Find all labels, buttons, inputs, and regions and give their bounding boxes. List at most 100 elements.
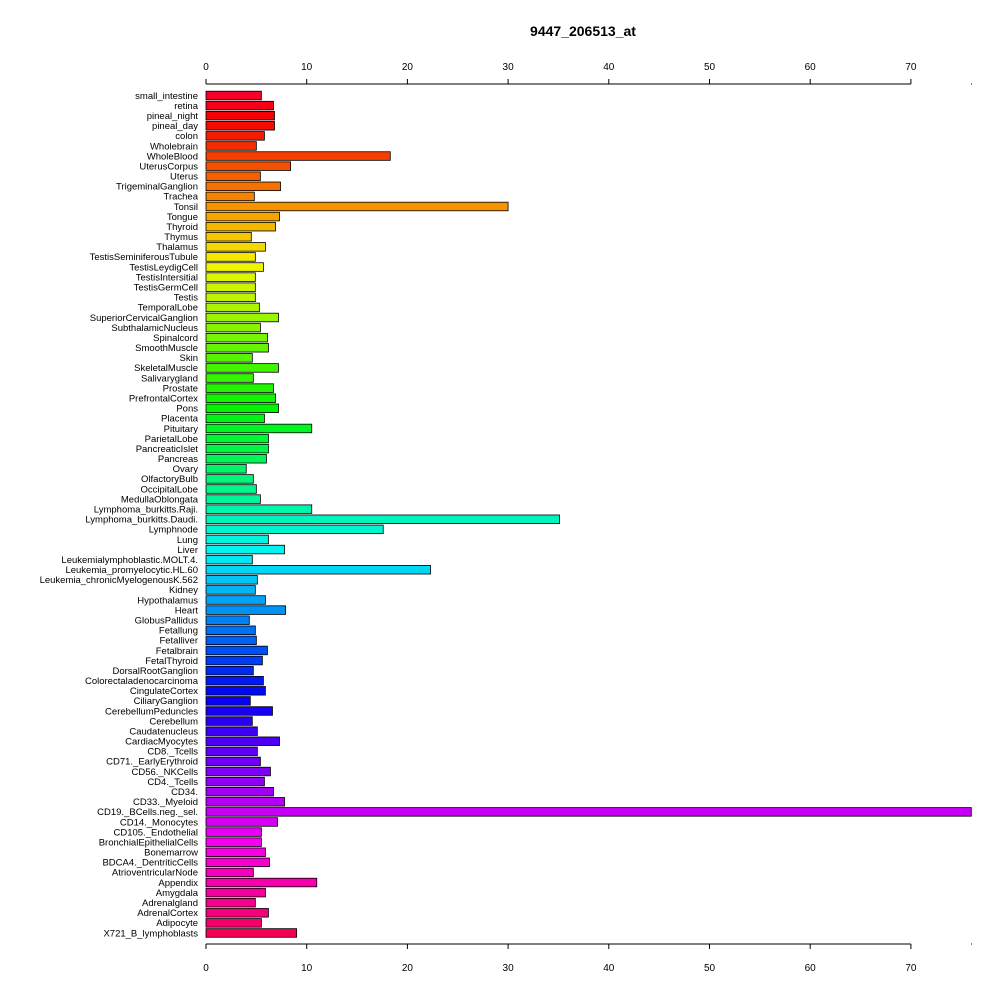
category-label: TestisSeminiferousTubule [90,252,198,263]
category-label: Heart [175,605,199,616]
category-label: DorsalRootGanglion [112,666,198,677]
bottom-x-axis: 0 10 20 30 40 50 60 70 [203,943,972,974]
bar-Heart [205,605,286,615]
bar-Hypothalamus [205,595,266,605]
category-label: Prostate [163,383,198,394]
category-label: CD14._Monocytes [120,817,198,828]
bar-Fetalliver [205,635,257,646]
top-tick-label: 20 [402,62,414,73]
bar-CiliaryGanglion [205,696,251,706]
bar-Prostate [205,383,274,393]
bar-Lung [205,534,269,545]
bar-Tongue [205,211,280,222]
category-label: BDCA4._DentriticCells [102,858,198,869]
category-label: AtrioventricularNode [112,868,198,879]
bar-Thalamus [205,242,266,252]
bar-Pituitary [205,423,313,434]
category-label: Adipocyte [156,918,198,929]
bar-CD19._BCells.neg._sel. [205,807,972,817]
bar-WholeBlood [205,151,391,161]
category-label: Kidney [169,585,198,596]
category-label: Leukemia_promyelocytic.HL.60 [65,565,198,576]
bar-CerebellumPeduncles [205,706,273,716]
category-label: Skin [180,353,198,364]
category-label: SmoothMuscle [135,343,198,354]
bar-AtrioventricularNode [205,867,254,878]
top-tick-label: 70 [905,62,917,73]
category-label: CD19._BCells.neg._sel. [97,807,198,818]
category-label: OlfactoryBulb [141,474,198,485]
bar-Fetallung [205,625,256,635]
bar-FetalThyroid [205,655,263,666]
bar-UterusCorpus [205,161,291,171]
category-label: Appendix [158,878,198,889]
category-label: CD33._Myeloid [133,797,198,808]
bar-Thymus [205,232,252,242]
bar-Liver [205,544,285,555]
bar-Colorectaladenocarcinoma [205,676,264,686]
bar-TestisIntersitial [205,272,256,282]
category-label: CingulateCortex [130,686,198,697]
bar-Appendix [205,877,318,888]
category-label: TemporalLobe [138,303,198,314]
category-label: Thyroid [166,222,198,233]
bar-TestisSeminiferousTubule [205,252,256,262]
bar-BronchialEpithelialCells [205,837,262,847]
bar-CD71._EarlyErythroid [205,756,261,767]
bar-BDCA4._DentriticCells [205,857,270,868]
category-label: Pituitary [164,424,199,435]
category-label: OccipitalLobe [140,484,198,495]
category-label: GlobusPallidus [135,615,199,626]
bar-CD14._Monocytes [205,817,278,827]
category-label: Thalamus [156,242,198,253]
category-label: Lung [177,535,198,546]
category-label: Leukemia_chronicMyelogenousK.562 [40,575,198,586]
bar-Salivarygland [205,373,254,383]
bar-TrigeminalGanglion [205,181,281,192]
bar-Leukemia_promyelocytic.HL.60 [205,565,431,575]
category-label: pineal_day [152,121,198,132]
bottom-tick-label: 50 [704,963,716,974]
bar-Skin [205,353,253,363]
bar-Tonsil [205,201,509,212]
bar-Trachea [205,191,255,202]
bar-TemporalLobe [205,302,260,313]
bar-Spinalcord [205,332,268,343]
bar-CD56._NKCells [205,766,271,777]
category-label: colon [175,131,198,142]
category-label: ParietalLobe [145,434,198,445]
bar-Ovary [205,464,247,474]
category-label: TestisLeydigCell [129,262,198,273]
bar-Lymphoma_burkitts.Raji. [205,504,313,514]
category-label: Hypothalamus [137,595,198,606]
category-label: Tonsil [174,202,198,213]
category-label: CD8._Tcells [147,747,198,758]
bar-Adrenalgland [205,898,256,908]
category-label: CerebellumPeduncles [105,706,198,717]
top-tick-label: 50 [704,62,716,73]
category-label: SuperiorCervicalGanglion [90,313,198,324]
bar-CD4._Tcells [205,776,265,787]
category-label: Pancreas [158,454,198,465]
category-label: Amygdala [156,888,199,899]
category-label: CD34. [171,787,198,798]
top-tick-label: 40 [603,62,615,73]
bar-Bonemarrow [205,847,266,857]
bar-Wholebrain [205,141,257,151]
category-labels: small_intestineretinapineal_nightpineal_… [40,91,199,939]
category-label: Thymus [164,232,198,243]
bar-GlobusPallidus [205,615,250,625]
category-label: retina [174,101,198,112]
bar-CD34. [205,787,274,797]
bar-Pons [205,403,279,413]
category-label: CardiacMyocytes [125,737,198,748]
category-label: TrigeminalGanglion [116,182,198,193]
category-label: SkeletalMuscle [134,363,198,374]
category-label: PancreaticIslet [136,444,199,455]
bar-Testis [205,292,256,303]
category-label: TestisGermCell [134,283,198,294]
chart-title: 9447_206513_at [530,23,636,39]
category-label: Fetalbrain [156,646,198,657]
category-label: MedullaOblongata [121,494,199,505]
bar-Leukemia_chronicMyelogenousK.562 [205,575,258,585]
